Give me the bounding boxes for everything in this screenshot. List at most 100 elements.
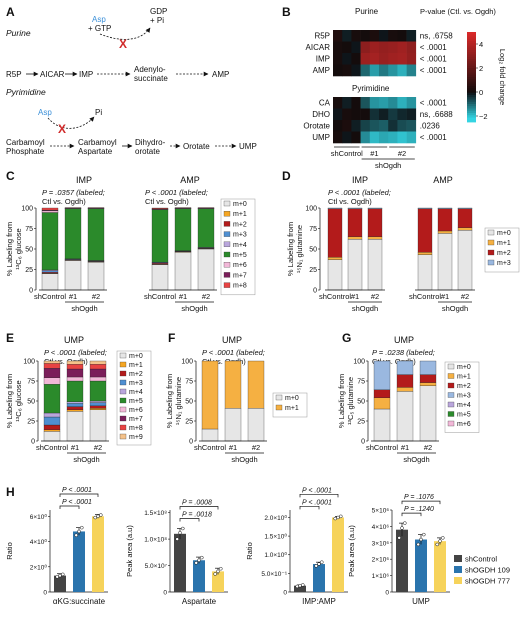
y-axis-label: Peak area (a.u) xyxy=(347,525,356,577)
p-value-label: P < .0001 xyxy=(302,487,332,494)
heatmap-cell xyxy=(397,30,407,42)
pi-label-purine: + Pi xyxy=(150,16,164,25)
heatmap-cell xyxy=(379,108,389,121)
heatmap-cell xyxy=(406,53,417,65)
heatmap-cell xyxy=(406,108,417,121)
legend-swatch xyxy=(223,211,231,217)
heatmap-cell xyxy=(351,108,361,121)
y-tick-label: 0 xyxy=(361,439,365,446)
colorbar-segment xyxy=(467,45,476,49)
heatmap-cell xyxy=(379,53,389,65)
stacked-bar-segment xyxy=(417,207,433,209)
y-axis-label: % Labeling from xyxy=(165,374,174,428)
p-annotation: Ctl vs. Ogdh) xyxy=(145,197,189,206)
x-group-label: shOgdh xyxy=(442,304,468,313)
subtitle-imp: IMP xyxy=(352,175,368,185)
subtitle-ump: UMP xyxy=(64,335,84,345)
stacked-bar-segment xyxy=(457,207,473,209)
colorbar-segment xyxy=(467,50,476,53)
stacked-bar-segment xyxy=(437,230,453,234)
legend-label: shOGDH 109 xyxy=(465,566,510,575)
y-tick-label: 100 xyxy=(353,359,365,366)
pvalue-header: P-value (Ctl. vs. Ogdh) xyxy=(420,7,496,16)
heatmap-cell xyxy=(360,64,371,77)
y-tick-label: 2×10⁰ xyxy=(30,563,48,571)
heatmap-cell xyxy=(342,41,352,54)
heatmap-x-parent-label: shOgdh xyxy=(375,161,401,170)
orotate-label: Orotate xyxy=(183,142,210,151)
legend-label: m+4 xyxy=(129,389,143,396)
colorbar-segment xyxy=(467,43,476,46)
legend-swatch xyxy=(119,352,127,359)
x-group-label: shOgdh xyxy=(231,455,257,464)
stacked-bar-segment xyxy=(66,368,84,378)
legend-swatch xyxy=(447,363,455,370)
y-tick-label: 0 xyxy=(385,590,389,597)
stacked-bar-segment xyxy=(66,409,84,412)
stacked-bar-segment xyxy=(174,208,192,251)
legend-swatch xyxy=(275,404,283,411)
legend-label: m+8 xyxy=(129,425,143,432)
legend-swatch xyxy=(119,415,127,422)
x-tick-label: shControl xyxy=(194,443,226,452)
y-axis-label: % Labeling from xyxy=(286,222,295,276)
panel-b: B Purine P-value (Ctl. vs. Ogdh) Pyrimid… xyxy=(282,5,507,170)
heatmap-cell xyxy=(397,53,407,65)
stacked-bar-segment xyxy=(417,254,433,291)
colorbar-segment xyxy=(467,61,476,64)
data-point xyxy=(438,539,442,543)
stacked-bar-segment xyxy=(197,208,215,248)
heatmap-cell xyxy=(360,131,371,144)
x-axis-label: UMP xyxy=(412,597,430,606)
stacked-bar-segment xyxy=(419,385,437,442)
p-annotation: Ctl vs. Ogdh) xyxy=(328,197,372,206)
legend-label: m+7 xyxy=(233,272,247,279)
data-point xyxy=(200,555,204,560)
p-value-label: P = .0008 xyxy=(182,500,212,507)
stacked-bar-segment xyxy=(89,380,107,402)
x-tick-label: #2 xyxy=(202,292,210,301)
legend-label: m+9 xyxy=(129,434,143,441)
y-axis-label: Ratio xyxy=(245,542,254,560)
stacked-bar-segment xyxy=(224,408,242,442)
heatmap-cell xyxy=(406,120,417,132)
heatmap-cell xyxy=(360,53,371,65)
stacked-bar-segment xyxy=(64,260,82,291)
p-value-label: P = .0018 xyxy=(182,512,212,519)
legend-swatch xyxy=(223,231,231,237)
colorbar-label: Log₂ fold change xyxy=(498,49,507,105)
legend-label: m+6 xyxy=(129,407,143,414)
subtitle-imp: IMP xyxy=(76,175,92,185)
data-point xyxy=(295,584,299,589)
heatmap-cell xyxy=(379,131,389,144)
heatmap-cell xyxy=(351,64,361,77)
legend-swatch xyxy=(454,577,462,584)
heatmap-cell xyxy=(397,41,407,54)
y-tick-label: 0 xyxy=(189,439,193,446)
legend-label: m+4 xyxy=(457,402,471,409)
y-tick-label: 1×10⁶ xyxy=(372,573,390,580)
amp-label: AMP xyxy=(212,70,229,79)
stacked-bar-segment xyxy=(66,406,84,410)
y-tick-label: 75 xyxy=(357,379,365,386)
dihydroorotate-label-2: orotate xyxy=(135,147,160,156)
stacked-bar-segment xyxy=(41,273,59,291)
stacked-bar-segment xyxy=(41,212,59,271)
colorbar-segment xyxy=(467,52,476,55)
stacked-bar-segment xyxy=(89,408,107,410)
stacked-bar-segment xyxy=(41,270,59,273)
heatmap-pyrimidine-title: Pyrimidine xyxy=(352,84,390,93)
heatmap-cell xyxy=(406,97,417,109)
stacked-bar-segment xyxy=(43,431,61,442)
legend-label: m+0 xyxy=(457,364,471,371)
panel-a: A Purine Asp + GTP GDP + Pi X R5P AICAR … xyxy=(6,5,257,156)
y-tick-label: 25 xyxy=(27,419,35,426)
y-axis-label: ¹⁵N₁ glutamine xyxy=(174,377,183,425)
y-tick-label: 5.0×10⁻¹ xyxy=(261,571,287,578)
stacked-bar-segment xyxy=(396,374,414,388)
heatmap-cell xyxy=(388,120,398,132)
stacked-bar-segment xyxy=(367,208,383,237)
legend-label: m+5 xyxy=(233,252,247,259)
y-axis-label: Peak area (a.u) xyxy=(125,525,134,577)
heatmap-row-label: AMP xyxy=(313,66,330,75)
